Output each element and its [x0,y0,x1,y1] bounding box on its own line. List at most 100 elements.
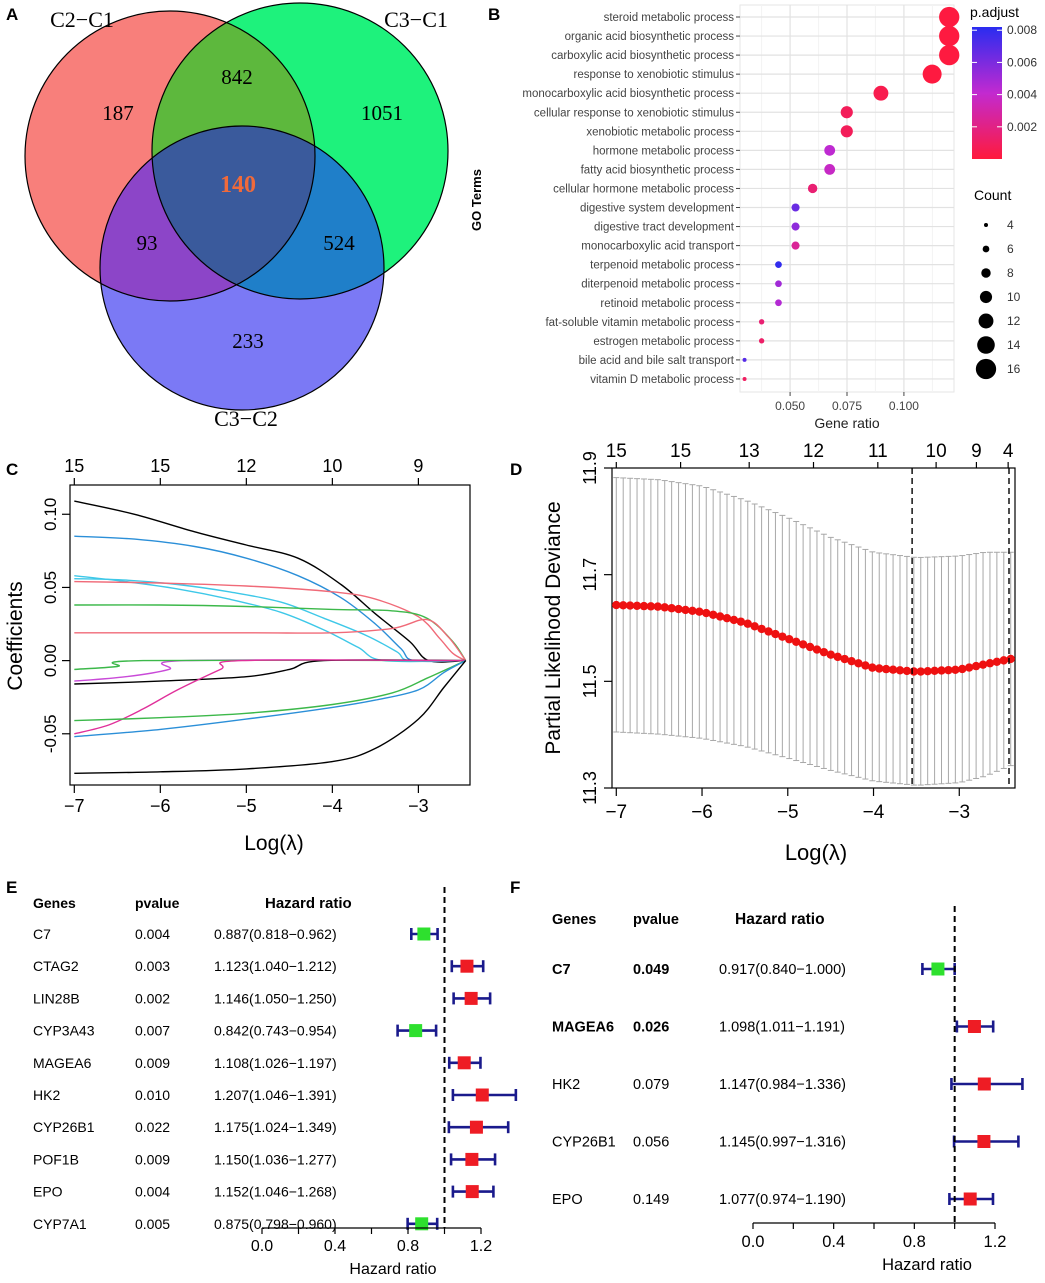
go-x-axis-label: Gene ratio [814,415,880,431]
venn-count-only-c3-c1: 1051 [361,101,403,125]
forest-header-genes: Genes [33,895,76,911]
go-term-label: fatty acid biosynthetic process [581,164,735,176]
cv-top-tick-label: 11 [868,441,888,462]
cv-mean-point [785,635,794,644]
venn-count-c2c1-c3c1: 842 [221,65,253,89]
cv-mean-point [951,665,960,674]
forest-pvalue: 0.022 [135,1119,170,1135]
cv-mean-point [999,656,1008,665]
go-term-label: terpenoid metabolic process [590,260,734,272]
cv-mean-point [1006,654,1015,664]
forest-x-tick-label: 1.2 [984,1233,1007,1251]
cv-mean-point [619,601,628,610]
go-dot [775,280,782,288]
go-term-label: steroid metabolic process [604,12,735,24]
go-dot [840,106,853,119]
venn-count-only-c2-c1: 187 [102,101,134,125]
forest-header-pvalue: pvalue [633,912,679,928]
forest-gene-label: MAGEA6 [552,1020,614,1036]
cv-mean-point [805,642,815,652]
forest-x-tick-label: 0.0 [251,1238,273,1255]
cv-mean-point [750,622,759,631]
cv-mean-point [702,608,711,618]
forest-hr-marker [457,1056,471,1070]
go-term-label: carboxylic acid biosynthetic process [551,50,734,62]
forest-hr-text: 1.175(1.024−1.349) [214,1119,337,1135]
forest-pvalue: 0.007 [135,1023,170,1039]
lasso-x-tick-label: −3 [408,796,429,816]
legend-count-dot [975,358,997,380]
forest-hr-text: 1.145(0.997−1.316) [719,1135,846,1151]
legend-count-label: 10 [1007,290,1021,304]
go-term-label: xenobiotic metabolic process [586,126,734,138]
cv-mean-point [902,666,912,676]
forest-hr-marker [417,927,431,941]
cv-mean-point [819,647,829,657]
cv-top-tick-label: 9 [971,441,982,462]
cv-mean-point [992,657,1002,667]
cv-mean-point [653,602,663,611]
venn-outline-c3-c1 [151,2,449,300]
cv-mean-point [826,650,835,659]
cv-x-tick-label: −3 [948,802,970,823]
forest-hr-marker [409,1024,423,1038]
forest-hr-marker [460,959,474,973]
go-term-label: monocarboxylic acid biosynthetic process [522,88,734,100]
panel-label-f: F [510,878,520,897]
go-dot [758,338,765,344]
forest-x-tick-label: 0.4 [822,1233,845,1251]
go-dot [791,222,800,231]
legend-count-dot [981,268,991,278]
legend-count-dot [977,336,995,354]
forest-pvalue: 0.009 [135,1151,170,1167]
cv-mean-point [923,666,932,676]
forest-pvalue: 0.049 [633,962,669,978]
forest-header-hr: Hazard ratio [735,911,825,928]
lasso-x-axis-label: Log(λ) [244,832,304,855]
forest-gene-label: CYP3A43 [33,1023,95,1039]
forest-pvalue: 0.002 [135,990,170,1006]
go-dot [791,241,800,250]
lasso-coefficient-plot: −7 −6 −5 −4 −3 -0.05 0.00 0.05 0.10 15 15 12 10 9 Log… [4,456,471,855]
legend-count-label: 16 [1007,362,1021,376]
cv-mean-point [958,664,967,674]
cv-y-tick-label: 11.3 [580,771,600,805]
lasso-y-tick-label: 0.05 [41,571,60,604]
forest-gene-label: CTAG2 [33,958,79,974]
forest-hr-text: 1.108(1.026−1.197) [214,1055,337,1071]
forest-gene-label: EPO [33,1184,63,1200]
forest-gene-label: C7 [552,962,571,978]
go-x-tick-label: 0.050 [775,399,805,413]
cv-mean-point [729,615,739,625]
forest-pvalue: 0.056 [633,1135,669,1151]
cv-mean-point [625,601,635,610]
forest-gene-label: POF1B [33,1151,79,1167]
lasso-coefficient-path [74,660,467,774]
forest-gene-label: HK2 [33,1087,60,1103]
lasso-coefficient-path [74,659,467,738]
forest-gene-label: CYP7A1 [33,1216,87,1232]
forest-x-axis-label: Hazard ratio [349,1261,436,1278]
cv-top-tick-label: 4 [1003,441,1014,462]
cv-mean-point [743,619,752,628]
go-dot [742,357,747,362]
forest-hr-text: 0.887(0.818−0.962) [214,926,337,942]
forest-x-axis-label: Hazard ratio [882,1256,972,1274]
cv-mean-point [646,602,656,611]
go-term-label: hormone metabolic process [593,145,735,157]
legend-padjust-tick-label: 0.004 [1007,88,1037,102]
lasso-top-tick-label: 10 [322,456,342,476]
cv-mean-point [985,659,995,668]
cv-mean-point [715,612,725,621]
venn-diagram: C2−C1 C3−C1 C3−C2 187 1051 233 842 93 52… [24,2,449,431]
lasso-coefficient-path [74,659,466,685]
forest-hr-marker [977,1135,991,1148]
cv-mean-point [847,656,856,666]
venn-outline-c2-c1 [24,10,316,302]
go-x-tick-label: 0.075 [832,399,862,413]
cv-mean-point [764,627,773,636]
panel-label-a: A [6,5,18,24]
cv-mean-point [916,667,925,676]
lasso-top-tick-label: 9 [413,456,423,476]
